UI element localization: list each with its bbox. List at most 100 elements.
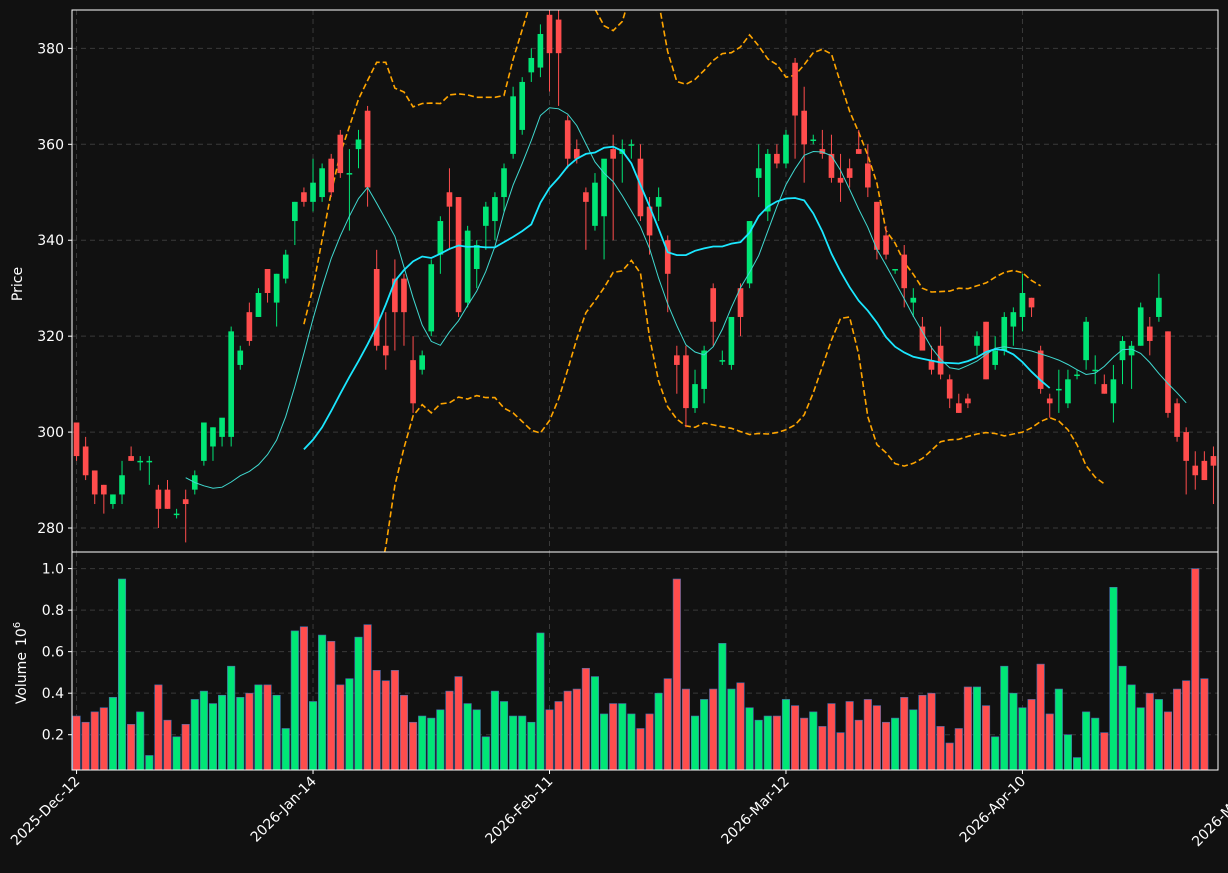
candle: [1119, 336, 1126, 385]
candle-body: [764, 153, 771, 212]
candle-body: [319, 168, 325, 198]
volume-bar: [1136, 707, 1145, 770]
volume-bar: [127, 724, 136, 770]
volume-bar: [754, 719, 763, 770]
candle-body: [1137, 307, 1144, 346]
candle: [101, 484, 107, 514]
candle: [892, 269, 898, 274]
candle-body: [564, 120, 571, 159]
candle: [1065, 369, 1071, 409]
volume-bar: [509, 715, 518, 770]
candle: [692, 369, 698, 413]
candle-body: [1210, 456, 1217, 466]
candle-body: [692, 384, 698, 409]
candle: [1046, 393, 1053, 418]
volume-bar: [190, 699, 199, 770]
candle: [401, 273, 407, 346]
volume-bar: [1000, 665, 1009, 770]
candle: [446, 168, 453, 250]
candle: [246, 302, 253, 346]
candle: [710, 283, 717, 346]
candle: [1019, 273, 1026, 332]
volume-bar: [672, 578, 681, 770]
candle: [73, 422, 80, 461]
candle-body: [173, 513, 180, 516]
volume-bar: [1100, 732, 1109, 770]
volume-bar: [1154, 699, 1163, 770]
volume-bar: [1127, 684, 1136, 770]
candle: [410, 336, 416, 413]
candle-body: [355, 139, 362, 150]
candle: [783, 129, 789, 169]
candle: [455, 197, 462, 317]
price-panel: 280 300 320 340 360 380: [37, 9, 1219, 553]
candle: [1174, 398, 1180, 442]
volume-bar: [1163, 711, 1173, 770]
volume-bar: [918, 694, 927, 770]
volume-bar: [945, 742, 954, 770]
volume-bar: [845, 701, 854, 770]
candle-body: [674, 355, 680, 365]
volume-tick-label: 0.6: [42, 645, 64, 661]
volume-bar: [272, 694, 281, 770]
volume-bar: [1091, 717, 1100, 770]
candle: [1192, 451, 1199, 490]
candle-body: [937, 345, 944, 375]
candle: [328, 153, 335, 198]
candle-body: [119, 475, 125, 495]
candle: [264, 269, 271, 303]
candle-body: [101, 484, 107, 495]
candle-body: [928, 360, 935, 370]
candle-body: [464, 230, 471, 303]
candle-body: [983, 321, 989, 380]
volume-bar: [208, 703, 218, 770]
candle-body: [473, 245, 480, 270]
candle-body: [419, 355, 425, 370]
volume-bar: [1118, 665, 1127, 770]
candle-body: [646, 206, 653, 236]
volume-bar: [954, 728, 963, 770]
candle: [373, 249, 380, 351]
price-tick-label: 320: [37, 329, 64, 345]
candle: [501, 163, 507, 212]
candle: [201, 422, 207, 466]
candle: [164, 480, 171, 509]
volume-bar: [854, 719, 863, 770]
candle: [537, 24, 544, 78]
candle-body: [919, 326, 926, 351]
volume-bar: [290, 630, 299, 770]
price-tick-label: 280: [37, 521, 64, 537]
volume-bar: [145, 755, 154, 770]
candle: [355, 129, 362, 169]
candle-body: [1083, 321, 1089, 361]
candle: [119, 460, 125, 505]
candle: [1183, 427, 1189, 495]
candle: [846, 158, 853, 188]
candle: [655, 187, 662, 222]
volume-bar: [463, 703, 472, 770]
volume-bar: [827, 703, 836, 770]
candle-body: [865, 163, 871, 188]
volume-bar: [427, 717, 436, 770]
candle-body: [1056, 388, 1062, 391]
candle: [182, 489, 189, 543]
volume-bar: [245, 692, 254, 770]
volume-tick-label: 0.8: [42, 603, 64, 619]
volume-bar: [181, 724, 190, 770]
volume-bar: [136, 711, 145, 770]
volume-bar: [536, 632, 545, 770]
candle: [292, 201, 298, 246]
candle: [1092, 355, 1099, 385]
candle: [437, 216, 444, 274]
volume-bar: [354, 636, 363, 770]
candle: [483, 201, 489, 250]
volume-bar: [1009, 692, 1018, 770]
candle-body: [483, 206, 489, 226]
volume-bar: [618, 703, 627, 770]
candle-body: [201, 422, 207, 461]
candle-body: [810, 139, 817, 142]
candle-body: [301, 192, 307, 202]
candle-body: [728, 316, 735, 365]
candle-body: [501, 168, 507, 198]
volume-bar: [399, 694, 409, 770]
